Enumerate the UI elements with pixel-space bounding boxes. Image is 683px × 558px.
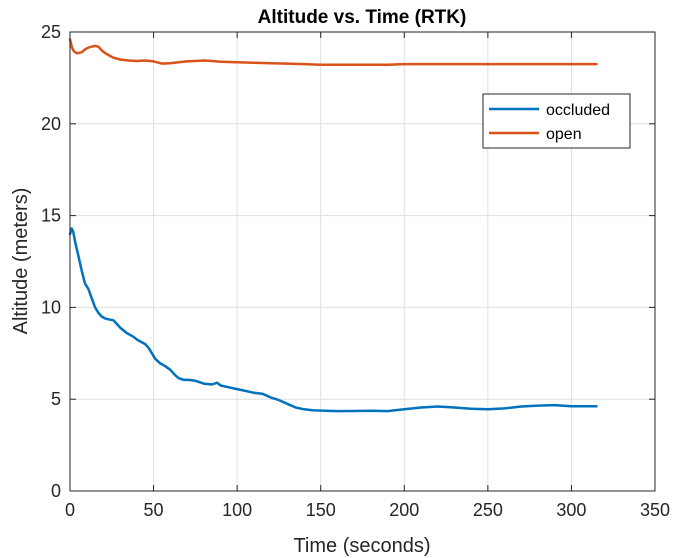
- legend-label-open: open: [546, 126, 582, 143]
- tick-labels: 0 50 100 150 200 250 300 350 0 5 10 15 20 25: [41, 22, 670, 520]
- y-tick-label: 20: [41, 114, 61, 134]
- x-tick-label: 0: [65, 500, 75, 520]
- ticks: [69, 31, 656, 492]
- series-lines: [68, 38, 598, 413]
- chart-title: Altitude vs. Time (RTK): [258, 7, 467, 28]
- series-line-occluded: [68, 227, 598, 413]
- legend-label-occluded: occluded: [546, 102, 610, 119]
- y-tick-label: 15: [41, 206, 61, 226]
- x-tick-label: 250: [473, 500, 503, 520]
- x-tick-label: 150: [306, 500, 336, 520]
- legend: occluded open: [482, 93, 631, 149]
- x-axis-label: Time (seconds): [293, 535, 430, 557]
- x-tick-label: 50: [144, 500, 164, 520]
- legend-box: [482, 93, 631, 149]
- y-tick-label: 0: [51, 481, 61, 501]
- x-tick-label: 200: [389, 500, 419, 520]
- y-tick-label: 10: [41, 297, 61, 317]
- y-tick-label: 5: [51, 389, 61, 409]
- x-tick-label: 300: [556, 500, 586, 520]
- series-line-open: [68, 38, 598, 66]
- axes-box: [69, 31, 656, 492]
- x-tick-label: 350: [640, 500, 670, 520]
- y-axis-label: Altitude (meters): [10, 188, 32, 335]
- x-tick-label: 100: [222, 500, 252, 520]
- y-tick-label: 25: [41, 22, 61, 42]
